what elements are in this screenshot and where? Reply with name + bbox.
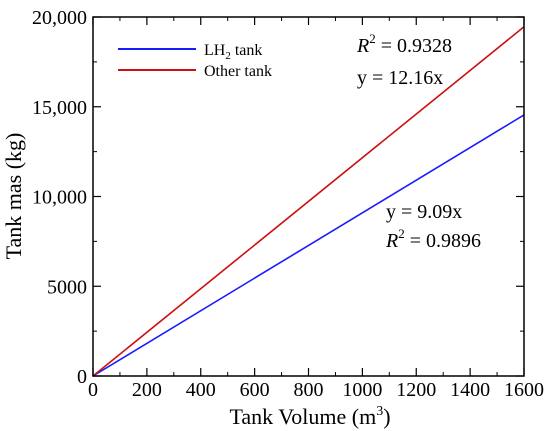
plot-area	[92, 26, 525, 377]
annotation-lh2-equation: y = 9.09x	[386, 201, 462, 223]
x-tick-label: 1400	[450, 379, 490, 401]
y-tick-label: 10,000	[32, 187, 87, 209]
x-tick-label: 1600	[504, 379, 544, 401]
annotation-lh2-r2: R2 = 0.9896	[385, 226, 481, 252]
legend: LH2 tank Other tank	[118, 42, 272, 80]
axis-ticks: 0 200 400 600 800 1000 1200 1400 1600 0 5000 10,000…	[32, 7, 544, 401]
x-axis-title: Tank Volume (m3)	[229, 404, 390, 429]
y-tick-label: 15,000	[32, 97, 87, 119]
series-line-other	[92, 26, 525, 377]
x-tick-label: 1200	[396, 379, 436, 401]
annotation-other-r2: R2 = 0.9328	[356, 31, 452, 57]
y-axis-title: Tank mas (kg)	[1, 133, 26, 260]
plot-frame	[92, 16, 525, 377]
y-tick-label: 20,000	[32, 7, 87, 29]
x-tick-label: 400	[186, 379, 216, 401]
x-tick-label: 800	[294, 379, 324, 401]
x-tick-label: 0	[88, 379, 98, 401]
series-line-lh2	[92, 114, 525, 377]
x-tick-label: 1000	[342, 379, 382, 401]
annotation-other-equation: y = 12.16x	[357, 67, 443, 89]
legend-label-other: Other tank	[204, 63, 272, 80]
legend-label-lh2: LH2 tank	[204, 42, 262, 62]
x-tick-label: 600	[240, 379, 270, 401]
x-tick-label: 200	[132, 379, 162, 401]
y-tick-label: 5000	[47, 276, 87, 298]
y-tick-label: 0	[77, 366, 87, 388]
